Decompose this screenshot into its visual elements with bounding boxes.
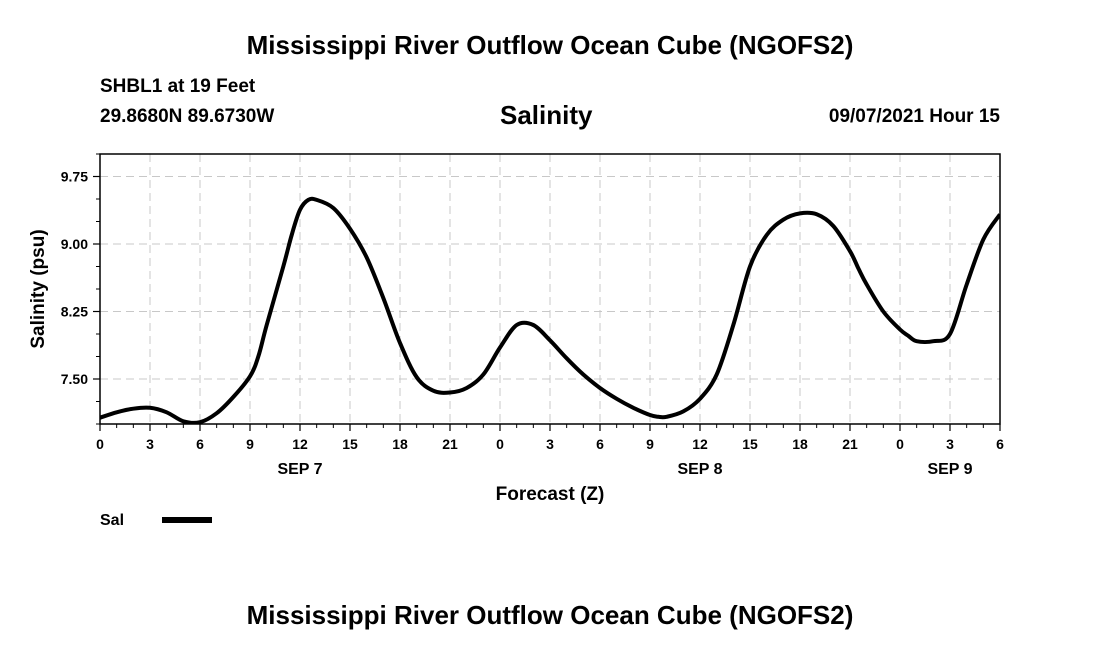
x-tick-label: 12 [692, 436, 708, 452]
x-tick-label: 9 [246, 436, 254, 452]
series-line-sal [100, 196, 1000, 424]
x-tick-label: 21 [842, 436, 858, 452]
x-tick-label: 6 [196, 436, 204, 452]
date-label: SEP 7 [277, 461, 322, 478]
x-axis-label: Forecast (Z) [496, 484, 605, 505]
x-tick-label: 21 [442, 436, 458, 452]
station-coordinates: 29.8680N 89.6730W [100, 106, 275, 127]
x-tick-label: 6 [996, 436, 1004, 452]
x-tick-label: 15 [342, 436, 358, 452]
variable-title: Salinity [500, 100, 593, 130]
x-tick-label: 3 [946, 436, 954, 452]
x-tick-label: 3 [546, 436, 554, 452]
grid-lines [100, 154, 1000, 424]
station-label: SHBL1 at 19 Feet [100, 76, 256, 97]
y-tick-label: 9.00 [61, 236, 88, 252]
series-layer [100, 196, 1000, 424]
axis-ticks: 0 3 6 9 12 15 18 21 0 3 6 9 12 15 18 21 0 3 6 SEP 7 SEP 8 SEP… [61, 153, 1004, 478]
x-tick-label: 6 [596, 436, 604, 452]
y-tick-label: 7.50 [61, 371, 88, 387]
x-tick-label: 0 [96, 436, 104, 452]
x-tick-label: 0 [496, 436, 504, 452]
x-tick-label: 15 [742, 436, 758, 452]
x-tick-label: 18 [792, 436, 808, 452]
x-tick-label: 9 [646, 436, 654, 452]
y-tick-label: 9.75 [61, 169, 88, 185]
chart-title: Mississippi River Outflow Ocean Cube (NG… [246, 30, 854, 60]
x-tick-label: 0 [896, 436, 904, 452]
x-tick-label: 3 [146, 436, 154, 452]
date-label: SEP 9 [927, 461, 972, 478]
forecast-datetime: 09/07/2021 Hour 15 [828, 106, 1000, 127]
plot-frame [99, 153, 1001, 425]
y-tick-label: 8.25 [61, 304, 88, 320]
y-axis-label: Salinity (psu) [28, 229, 49, 348]
x-tick-label: 18 [392, 436, 408, 452]
footer-title: Mississippi River Outflow Ocean Cube (NG… [246, 600, 854, 630]
x-tick-label: 12 [292, 436, 308, 452]
legend-label: Sal [100, 512, 124, 529]
date-label: SEP 8 [677, 461, 722, 478]
